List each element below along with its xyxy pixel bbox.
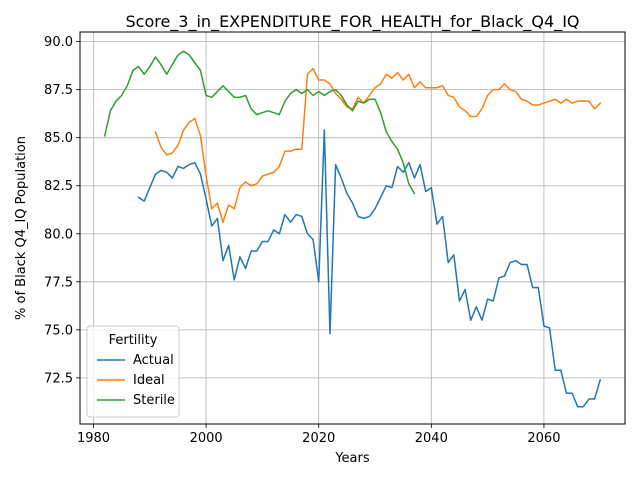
y-tick-label: 75.0	[44, 323, 73, 338]
legend-title: Fertility	[109, 333, 158, 348]
legend-box	[86, 325, 180, 418]
legend: Fertility Actual Ideal Sterile	[86, 325, 180, 418]
plot-frame	[79, 31, 626, 425]
x-tick-label: 2040	[415, 431, 448, 446]
series-line-sterile	[103, 50, 416, 195]
x-tick-label: 2020	[302, 431, 335, 446]
y-axis-label: % of Black Q4_IQ Population	[14, 136, 29, 320]
y-tick-label: 90.0	[44, 35, 73, 50]
y-tick-label: 87.5	[44, 83, 73, 98]
grid-lines	[80, 32, 625, 424]
series-line-ideal	[154, 67, 602, 223]
x-tick-label: 1980	[77, 431, 110, 446]
y-tick-label: 77.5	[44, 275, 73, 290]
series-line-actual	[137, 129, 602, 408]
legend-label-sterile: Sterile	[133, 393, 175, 408]
y-tick-label: 80.0	[44, 227, 73, 242]
legend-label-ideal: Ideal	[133, 373, 165, 388]
y-axis-ticks: 72.5 75.0 77.5 80.0 82.5 85.0 87.5 90.0	[44, 35, 80, 386]
legend-items: Actual Ideal Sterile	[97, 353, 175, 408]
y-tick-label: 82.5	[44, 179, 73, 194]
legend-label-actual: Actual	[133, 353, 174, 368]
y-tick-label: 85.0	[44, 131, 73, 146]
x-tick-label: 2000	[190, 431, 223, 446]
x-axis-ticks: 1980 2000 2020 2040 2060	[77, 424, 560, 446]
x-axis-label: Years	[334, 451, 370, 466]
series-lines	[103, 50, 602, 408]
y-tick-label: 72.5	[44, 371, 73, 386]
x-tick-label: 2060	[527, 431, 560, 446]
chart-title: Score_3_in_EXPENDITURE_FOR_HEALTH_for_Bl…	[125, 12, 579, 32]
